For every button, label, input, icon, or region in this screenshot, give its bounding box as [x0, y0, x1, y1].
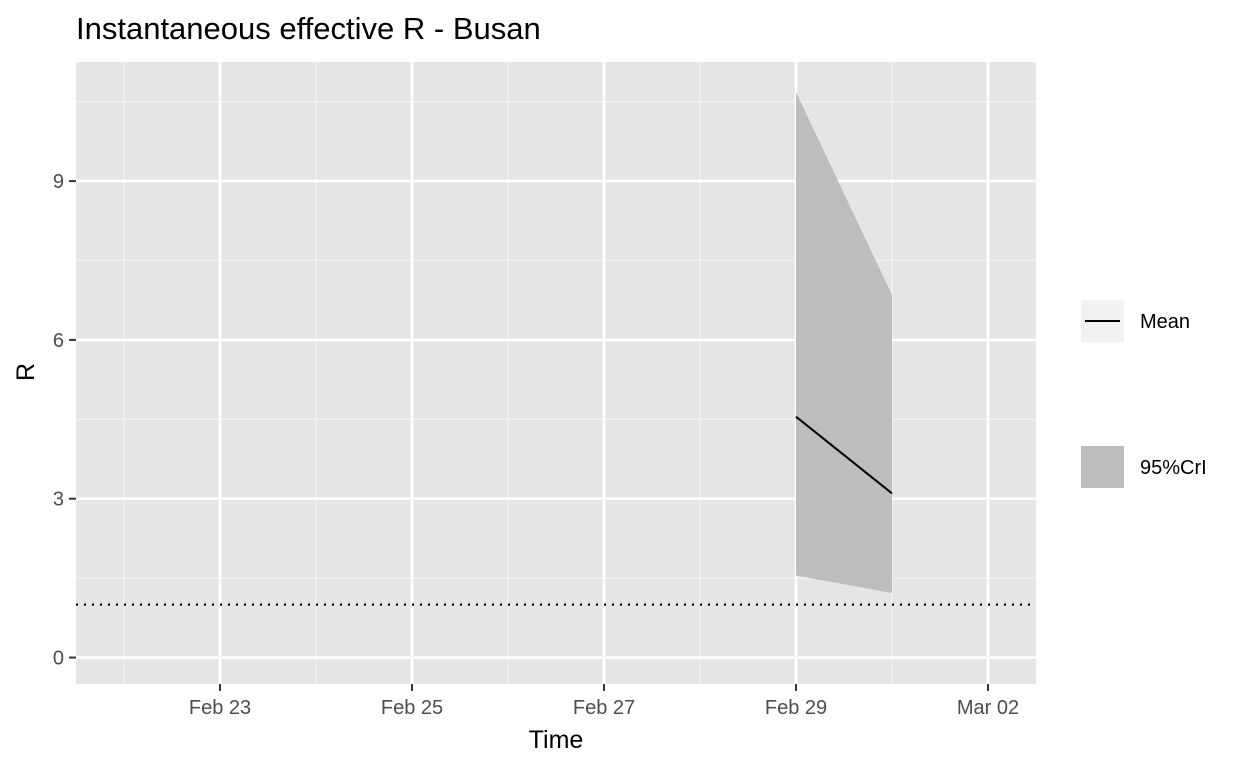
y-tick-label: 6: [53, 330, 64, 352]
y-tick-label: 0: [53, 648, 64, 670]
x-axis-title: Time: [529, 726, 584, 754]
grid-major: [76, 62, 1036, 684]
y-tick-label: 9: [53, 171, 64, 193]
legend-label-crl: 95%CrI: [1140, 457, 1207, 479]
y-axis-title: R: [12, 363, 40, 381]
x-tick-label: Feb 29: [765, 697, 827, 719]
mean-line: [795, 415, 893, 495]
legend: Mean 95%CrI: [1081, 300, 1207, 488]
x-tick-label: Feb 27: [573, 697, 635, 719]
y-tick-label: 3: [53, 489, 64, 511]
x-tick-label: Mar 02: [957, 697, 1019, 719]
x-tick-label: Feb 25: [381, 697, 443, 719]
legend-key-crl: [1081, 446, 1124, 488]
ci-ribbon: [796, 92, 892, 593]
x-axis: Feb 23 Feb 25 Feb 27 Feb 29 Mar 02: [189, 684, 1019, 719]
x-tick-label: Feb 23: [189, 697, 251, 719]
chart-title: Instantaneous effective R - Busan: [76, 11, 541, 46]
y-axis: 0 3 6 9: [53, 171, 76, 670]
legend-item-mean: Mean: [1081, 300, 1190, 342]
legend-item-crl: 95%CrI: [1081, 446, 1207, 488]
legend-label-mean: Mean: [1140, 311, 1190, 333]
